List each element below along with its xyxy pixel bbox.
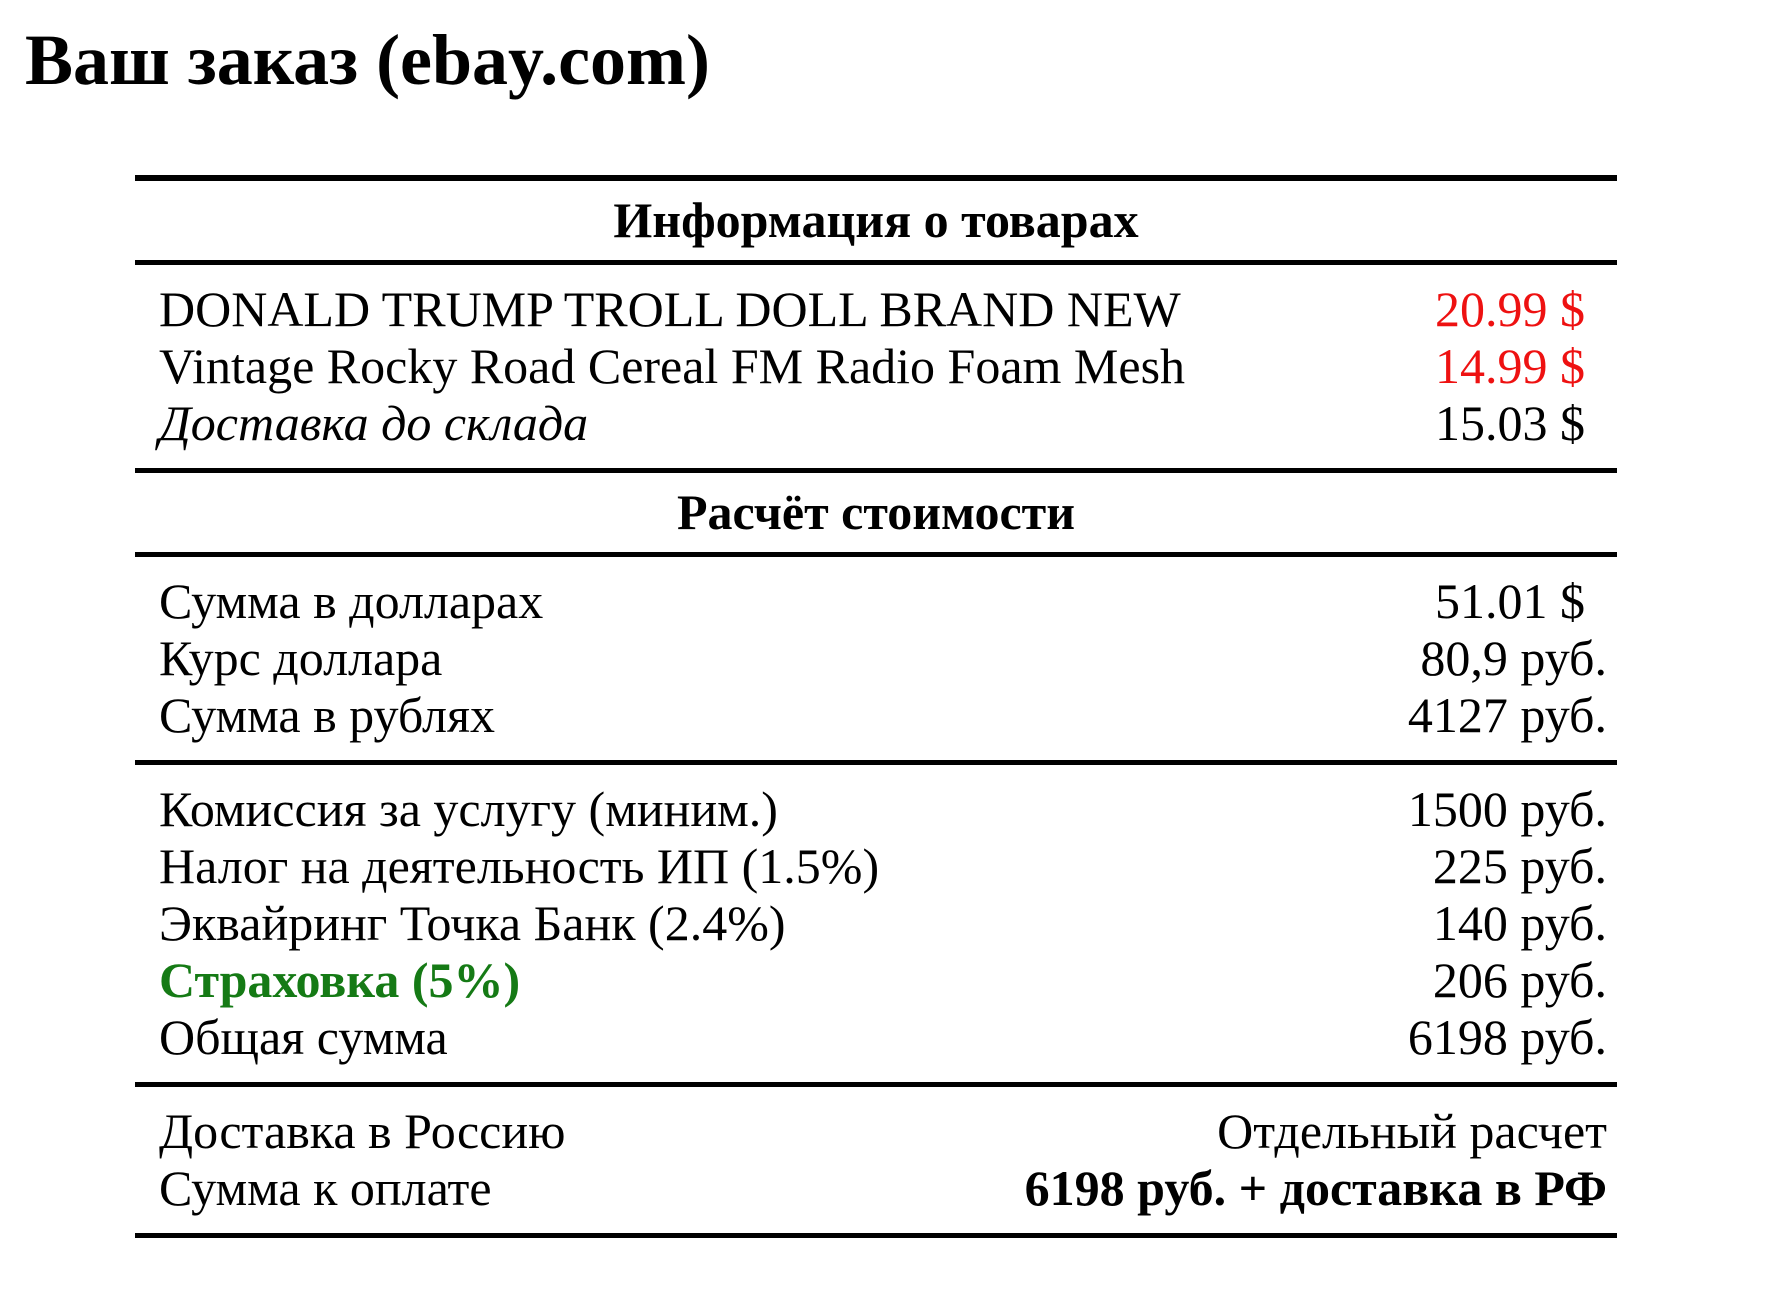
row-value: 225 руб.	[1432, 838, 1607, 894]
row-label: Курс доллара	[159, 630, 443, 686]
row-label: DONALD TRUMP TROLL DOLL BRAND NEW	[159, 281, 1181, 337]
row-shipping-russia: Доставка в Россию Отдельный расчет	[135, 1103, 1617, 1160]
row-label: Комиссия за услугу (миним.)	[159, 781, 778, 837]
row-value: 51.01 $	[1435, 573, 1585, 629]
row-label: Сумма в долларах	[159, 573, 544, 629]
products-section: DONALD TRUMP TROLL DOLL BRAND NEW 20.99 …	[135, 265, 1617, 473]
row-acquiring: Эквайринг Точка Банк (2.4%) 140 руб.	[135, 895, 1617, 952]
row-product-2: Vintage Rocky Road Cereal FM Radio Foam …	[135, 338, 1617, 395]
order-table: Информация о товарах DONALD TRUMP TROLL …	[135, 175, 1617, 1238]
row-insurance: Страховка (5%) 206 руб.	[135, 952, 1617, 1009]
row-value: 14.99 $	[1435, 338, 1585, 394]
row-label: Vintage Rocky Road Cereal FM Radio Foam …	[159, 338, 1186, 394]
row-value: 1500 руб.	[1407, 781, 1607, 837]
row-value: 206 руб.	[1432, 952, 1607, 1008]
cost-section: Сумма в долларах 51.01 $ Курс доллара 80…	[135, 557, 1617, 765]
page-title: Ваш заказ (ebay.com)	[25, 20, 710, 100]
fees-section: Комиссия за услугу (миним.) 1500 руб. На…	[135, 765, 1617, 1087]
row-total: Общая сумма 6198 руб.	[135, 1009, 1617, 1066]
row-tax: Налог на деятельность ИП (1.5%) 225 руб.	[135, 838, 1617, 895]
summary-section: Доставка в Россию Отдельный расчет Сумма…	[135, 1087, 1617, 1233]
row-label: Доставка в Россию	[159, 1103, 566, 1159]
row-product-1: DONALD TRUMP TROLL DOLL BRAND NEW 20.99 …	[135, 281, 1617, 338]
row-value: 20.99 $	[1435, 281, 1585, 337]
row-label: Налог на деятельность ИП (1.5%)	[159, 838, 880, 894]
row-value: 6198 руб.	[1407, 1009, 1607, 1065]
row-usd-rate: Курс доллара 80,9 руб.	[135, 630, 1617, 687]
row-label: Эквайринг Точка Банк (2.4%)	[159, 895, 786, 951]
row-value: 15.03 $	[1435, 395, 1585, 451]
section-header-cost-calculation: Расчёт стоимости	[135, 473, 1617, 557]
row-sum-usd: Сумма в долларах 51.01 $	[135, 573, 1617, 630]
row-value: 140 руб.	[1432, 895, 1607, 951]
row-label: Общая сумма	[159, 1009, 448, 1065]
row-label: Страховка (5%)	[159, 952, 521, 1008]
row-label: Доставка до склада	[159, 395, 589, 451]
row-amount-due: Сумма к оплате 6198 руб. + доставка в РФ	[135, 1160, 1617, 1217]
row-value: Отдельный расчет	[1217, 1103, 1607, 1159]
row-value: 80,9 руб.	[1420, 630, 1607, 686]
row-value: 6198 руб. + доставка в РФ	[1024, 1160, 1607, 1216]
row-sum-rub: Сумма в рублях 4127 руб.	[135, 687, 1617, 744]
section-header-products: Информация о товарах	[135, 181, 1617, 265]
row-service-fee: Комиссия за услугу (миним.) 1500 руб.	[135, 781, 1617, 838]
row-label: Сумма к оплате	[159, 1160, 492, 1216]
row-shipping-to-warehouse: Доставка до склада 15.03 $	[135, 395, 1617, 452]
row-label: Сумма в рублях	[159, 687, 496, 743]
row-value: 4127 руб.	[1407, 687, 1607, 743]
